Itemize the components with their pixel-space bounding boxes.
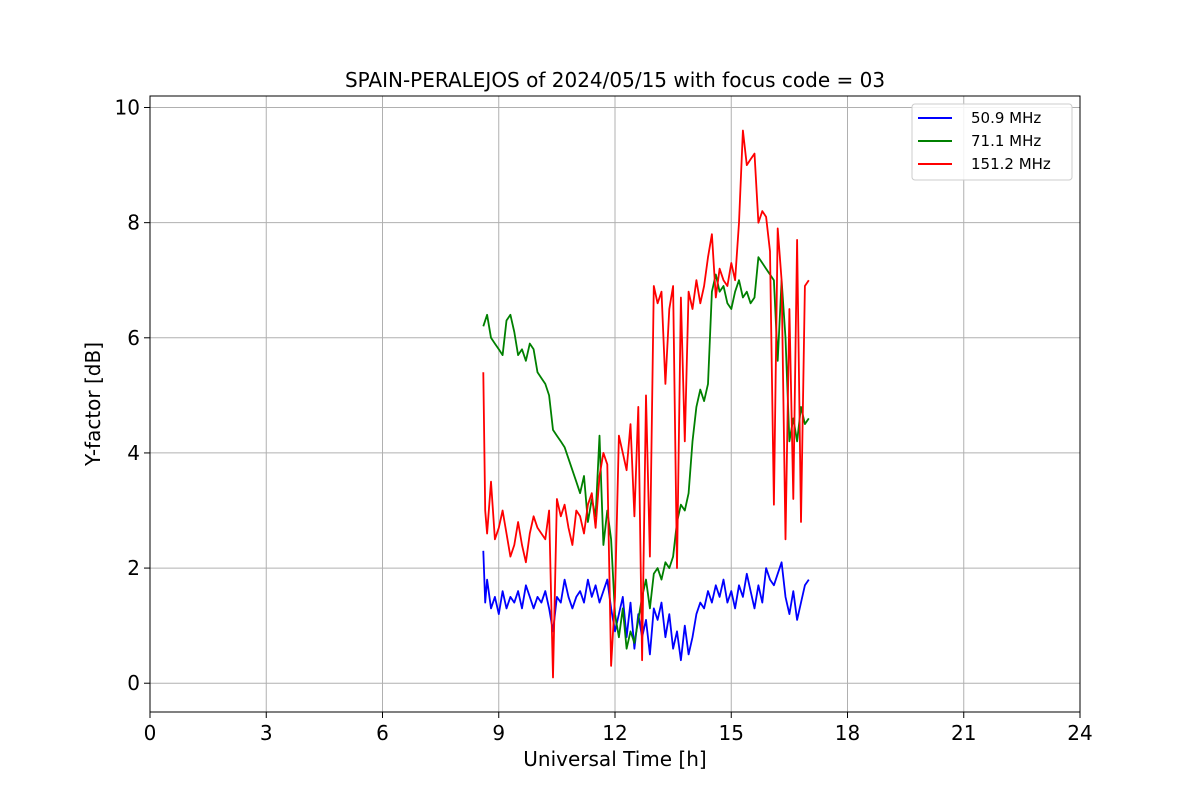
x-tick-label: 15 — [719, 721, 744, 745]
y-tick-label: 0 — [127, 671, 140, 695]
x-tick-label: 12 — [602, 721, 627, 745]
legend-label: 50.9 MHz — [971, 109, 1041, 127]
x-tick-label: 21 — [951, 721, 976, 745]
series-layer — [482, 129, 810, 679]
y-axis-label: Y-factor [dB] — [81, 342, 105, 467]
chart-title: SPAIN-PERALEJOS of 2024/05/15 with focus… — [345, 68, 885, 92]
x-tick-label: 0 — [144, 721, 157, 745]
x-tick-label: 3 — [260, 721, 273, 745]
x-tick-label: 18 — [835, 721, 860, 745]
legend-label: 151.2 MHz — [971, 155, 1051, 173]
series-line-50-9-mhz — [482, 550, 810, 662]
x-tick-label: 24 — [1067, 721, 1092, 745]
legend-box — [911, 103, 1073, 181]
series-line-71-1-mhz — [482, 256, 810, 650]
y-tick-label: 8 — [127, 211, 140, 235]
x-axis-label: Universal Time [h] — [523, 747, 706, 771]
y-tick-label: 10 — [115, 96, 140, 120]
x-tick-label: 9 — [492, 721, 505, 745]
series-line-151-2-mhz — [482, 129, 810, 679]
y-tick-label: 6 — [127, 326, 140, 350]
y-tick-label: 2 — [127, 556, 140, 580]
legend: 50.9 MHz 71.1 MHz 151.2 MHz — [911, 103, 1073, 181]
y-tick-label: 4 — [127, 441, 140, 465]
legend-label: 71.1 MHz — [971, 132, 1041, 150]
x-tick-label: 6 — [376, 721, 389, 745]
